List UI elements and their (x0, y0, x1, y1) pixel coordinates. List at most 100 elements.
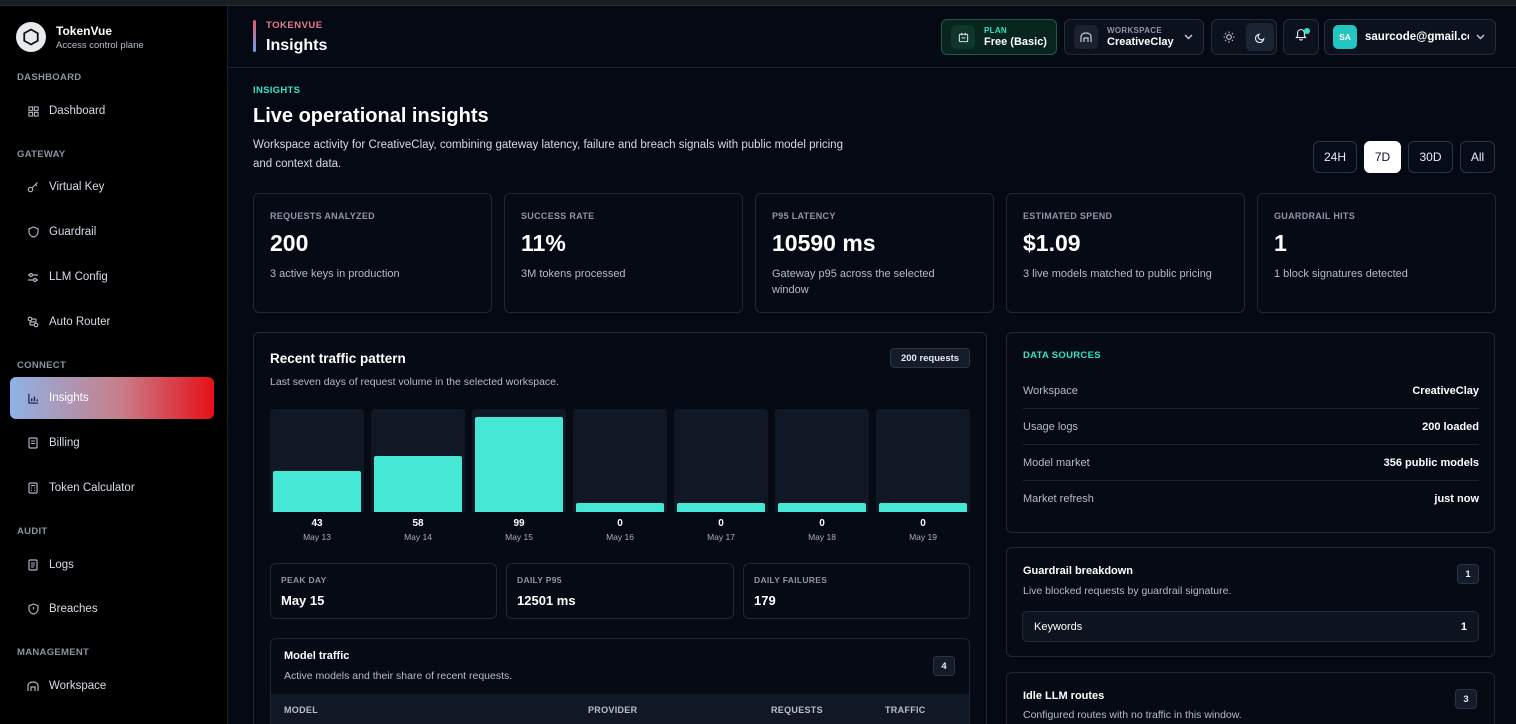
sidebar-item-auto-router[interactable]: Auto Router (10, 301, 214, 343)
bar-date-label: May 13 (303, 532, 331, 542)
range-all-button[interactable]: All (1460, 141, 1495, 173)
header-accent-bar (253, 20, 256, 52)
sidebar-item-label: Virtual Key (49, 181, 105, 193)
column-header-model[interactable]: MODEL (284, 705, 318, 715)
data-sources-eyebrow: DATA SOURCES (1023, 350, 1101, 361)
nav-section-audit: AUDIT (17, 526, 48, 537)
user-email: saurcode@gmail.com (1365, 31, 1469, 43)
column-header-requests[interactable]: REQUESTS (771, 705, 823, 715)
bar-track (876, 409, 970, 512)
sidebar-item-dashboard[interactable]: Dashboard (10, 90, 214, 132)
window-top-strip (0, 0, 1516, 6)
workspace-value: CreativeClay (1107, 36, 1174, 48)
data-source-row: Model market 356 public models (1023, 445, 1479, 481)
stat-subtext: 3 active keys in production (270, 268, 400, 280)
sidebar-item-llm-config[interactable]: LLM Config (10, 256, 214, 298)
data-source-key: Workspace (1023, 384, 1078, 397)
main-title: Live operational insights (253, 105, 489, 127)
summary-daily-failures: DAILY FAILURES 179 (743, 563, 970, 619)
sidebar-item-virtual-key[interactable]: Virtual Key (10, 166, 214, 208)
range-7d-button[interactable]: 7D (1364, 141, 1401, 173)
stat-card-guardrail-hits: GUARDRAIL HITS 1 1 block signatures dete… (1257, 193, 1496, 313)
sidebar-item-label: Guardrail (49, 226, 97, 238)
bar-date-label: May 18 (808, 532, 836, 542)
plan-value: Free (Basic) (984, 36, 1047, 48)
bar-track (674, 409, 768, 512)
calendar-icon (951, 25, 975, 49)
key-icon (26, 180, 40, 194)
hexagon-logo-icon (16, 22, 46, 52)
range-30d-button[interactable]: 30D (1408, 141, 1453, 173)
workspace-caption: WORKSPACE (1107, 26, 1162, 35)
receipt-icon (26, 436, 40, 450)
brand[interactable]: TokenVue Access control plane (16, 22, 144, 52)
user-menu[interactable]: SA saurcode@gmail.com (1324, 19, 1496, 55)
sidebar-item-breaches[interactable]: Breaches (10, 588, 214, 630)
sun-icon[interactable] (1215, 23, 1243, 51)
header-eyebrow: TOKENVUE (266, 20, 323, 31)
top-header: TOKENVUE Insights PLAN Free (Basic) WORK… (228, 6, 1516, 68)
model-count-badge: 4 (933, 656, 955, 676)
stat-subtext: 3M tokens processed (521, 268, 626, 280)
data-source-value: 356 public models (1383, 456, 1479, 469)
guardrail-breakdown-title: Guardrail breakdown (1023, 565, 1134, 577)
bar-value-label: 99 (513, 518, 525, 529)
page-title: Insights (266, 37, 328, 54)
calculator-icon (26, 481, 40, 495)
section-eyebrow: INSIGHTS (253, 85, 301, 96)
guardrail-breakdown-subtitle: Live blocked requests by guardrail signa… (1023, 585, 1232, 597)
sidebar-item-label: Logs (49, 559, 74, 571)
data-source-row: Market refresh just now (1023, 481, 1479, 517)
summary-value: 12501 ms (517, 593, 576, 608)
sidebar-item-token-calculator[interactable]: Token Calculator (10, 467, 214, 509)
notification-dot (1304, 28, 1310, 34)
stat-caption: GUARDRAIL HITS (1274, 211, 1356, 221)
column-header-provider[interactable]: PROVIDER (588, 705, 638, 715)
stat-caption: REQUESTS ANALYZED (270, 211, 375, 221)
sidebar-item-workspace[interactable]: Workspace (10, 665, 214, 707)
idle-routes-card (1006, 672, 1495, 724)
sidebar-item-label: Workspace (49, 680, 107, 692)
sidebar-item-insights[interactable]: Insights (10, 377, 214, 419)
bar[interactable] (778, 503, 866, 512)
stat-card-p95-latency: P95 LATENCY 10590 ms Gateway p95 across … (755, 193, 994, 313)
summary-caption: DAILY P95 (517, 575, 562, 585)
route-icon (26, 315, 40, 329)
stat-card-success-rate: SUCCESS RATE 11% 3M tokens processed (504, 193, 743, 313)
bar[interactable] (677, 503, 765, 512)
grid-icon (26, 104, 40, 118)
bar[interactable] (273, 470, 361, 512)
workspace-selector[interactable]: WORKSPACE CreativeClay (1064, 19, 1204, 55)
sidebar-item-logs[interactable]: Logs (10, 544, 214, 586)
chevron-down-icon (1476, 32, 1485, 43)
bar-chart-icon (26, 391, 40, 405)
stat-value: 11% (521, 230, 566, 256)
bar-value-label: 43 (311, 518, 323, 529)
requests-badge: 200 requests (890, 348, 970, 368)
bell-icon (1295, 28, 1307, 46)
range-24h-button[interactable]: 24H (1313, 141, 1357, 173)
stat-subtext: Gateway p95 across the selected window (772, 268, 935, 296)
brand-subtitle: Access control plane (56, 39, 144, 51)
summary-daily-p95: DAILY P95 12501 ms (506, 563, 734, 619)
plan-button[interactable]: PLAN Free (Basic) (941, 19, 1057, 55)
bar[interactable] (374, 456, 462, 512)
bar[interactable] (879, 503, 967, 512)
bar[interactable] (475, 416, 563, 512)
bar[interactable] (576, 503, 664, 512)
bar-date-label: May 16 (606, 532, 634, 542)
sidebar-item-billing[interactable]: Billing (10, 422, 214, 464)
bar-track (270, 409, 364, 512)
model-traffic-title: Model traffic (284, 650, 350, 662)
data-source-row: Workspace CreativeClay (1023, 373, 1479, 409)
stat-card-estimated-spend: ESTIMATED SPEND $1.09 3 live models matc… (1006, 193, 1245, 313)
guardrail-count-badge: 1 (1457, 564, 1479, 584)
guardrail-row-keywords[interactable]: Keywords 1 (1022, 611, 1479, 642)
notifications-button[interactable] (1283, 19, 1319, 55)
stat-subtext: 3 live models matched to public pricing (1023, 268, 1212, 280)
column-header-traffic[interactable]: TRAFFIC (885, 705, 926, 715)
bar-value-label: 58 (412, 518, 424, 529)
sidebar-item-guardrail[interactable]: Guardrail (10, 211, 214, 253)
moon-icon[interactable] (1246, 23, 1274, 51)
bar-value-label: 0 (718, 518, 724, 529)
